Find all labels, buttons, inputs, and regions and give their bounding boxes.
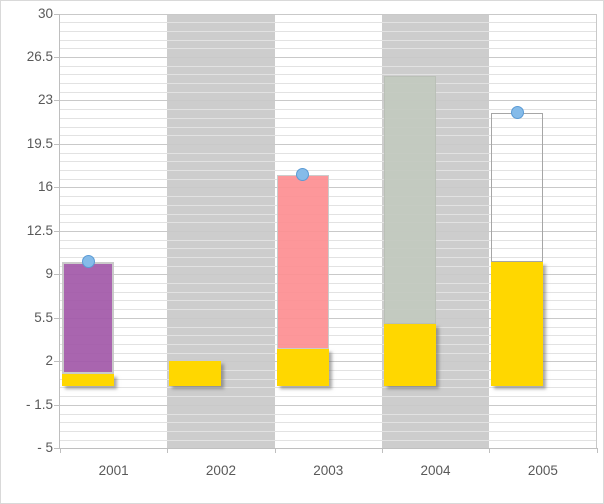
minor-gridline [60, 39, 597, 41]
x-axis-tick [381, 448, 383, 454]
y-axis-label: - 5 [37, 440, 53, 456]
x-axis-tick [596, 448, 598, 454]
data-point-marker-2005[interactable] [510, 106, 524, 120]
major-gridline [60, 404, 597, 406]
y-axis-label: 23 [37, 92, 53, 108]
y-axis-label: 12.5 [26, 222, 53, 238]
minor-gridline [60, 413, 597, 415]
minor-gridline [60, 48, 597, 50]
bar-upper-segment-2005[interactable] [491, 112, 544, 262]
x-axis-label: 2003 [313, 463, 344, 478]
bar-base-2001[interactable] [62, 373, 114, 387]
y-axis-label: 19.5 [26, 135, 53, 151]
y-axis-label: - 1.5 [25, 396, 53, 412]
y-axis-tick [54, 317, 60, 319]
x-axis-label: 2005 [527, 463, 558, 478]
x-axis-line [59, 448, 597, 450]
y-axis-label: 16 [37, 179, 53, 195]
data-point-marker-2003[interactable] [296, 168, 310, 182]
y-axis-tick [54, 13, 60, 15]
major-gridline [60, 100, 597, 102]
y-axis-tick [54, 404, 60, 406]
bar-base-2003[interactable] [276, 348, 329, 387]
x-axis-tick [274, 448, 276, 454]
x-axis-label: 2002 [205, 463, 236, 478]
minor-gridline [60, 152, 597, 154]
x-axis-label: 2004 [420, 463, 451, 478]
major-gridline [60, 13, 597, 15]
minor-gridline [60, 109, 597, 111]
y-axis-tick [54, 143, 60, 145]
minor-gridline [60, 161, 597, 163]
y-axis-label: 26.5 [26, 48, 53, 64]
data-point-marker-2001[interactable] [81, 255, 95, 269]
y-axis-tick [54, 230, 60, 232]
minor-gridline [60, 170, 597, 172]
minor-gridline [60, 387, 597, 389]
minor-gridline [60, 135, 597, 137]
minor-gridline [60, 126, 597, 128]
minor-gridline [60, 430, 597, 432]
bar-base-2004[interactable] [383, 324, 436, 387]
y-axis-label: 5.5 [34, 309, 53, 325]
bar-upper-segment-2001[interactable] [62, 261, 114, 374]
bar-base-2002[interactable] [169, 361, 222, 387]
y-axis-label: 2 [45, 353, 53, 369]
minor-gridline [60, 83, 597, 85]
minor-gridline [60, 422, 597, 424]
bar-upper-segment-2003[interactable] [276, 174, 329, 349]
major-gridline [60, 56, 597, 58]
y-axis-tick [54, 274, 60, 276]
y-axis-tick [54, 187, 60, 189]
x-axis-label: 2001 [98, 463, 129, 478]
bar-base-2005[interactable] [491, 261, 544, 387]
minor-gridline [60, 439, 597, 441]
y-axis-label: 9 [45, 266, 53, 282]
x-axis-tick [489, 448, 491, 454]
minor-gridline [60, 65, 597, 67]
minor-gridline [60, 117, 597, 119]
y-axis-tick [54, 56, 60, 58]
y-axis-label: 30 [37, 5, 53, 21]
plot-right-border [595, 13, 597, 449]
minor-gridline [60, 91, 597, 93]
y-axis-tick [54, 448, 60, 450]
y-axis-tick [54, 100, 60, 102]
y-axis-tick [54, 361, 60, 363]
minor-gridline [60, 74, 597, 76]
minor-gridline [60, 22, 597, 24]
major-gridline [60, 143, 597, 145]
x-axis-tick [60, 448, 61, 454]
minor-gridline [60, 30, 597, 32]
bar-upper-segment-2004[interactable] [383, 75, 436, 325]
x-axis-tick [167, 448, 169, 454]
minor-gridline [60, 396, 597, 398]
